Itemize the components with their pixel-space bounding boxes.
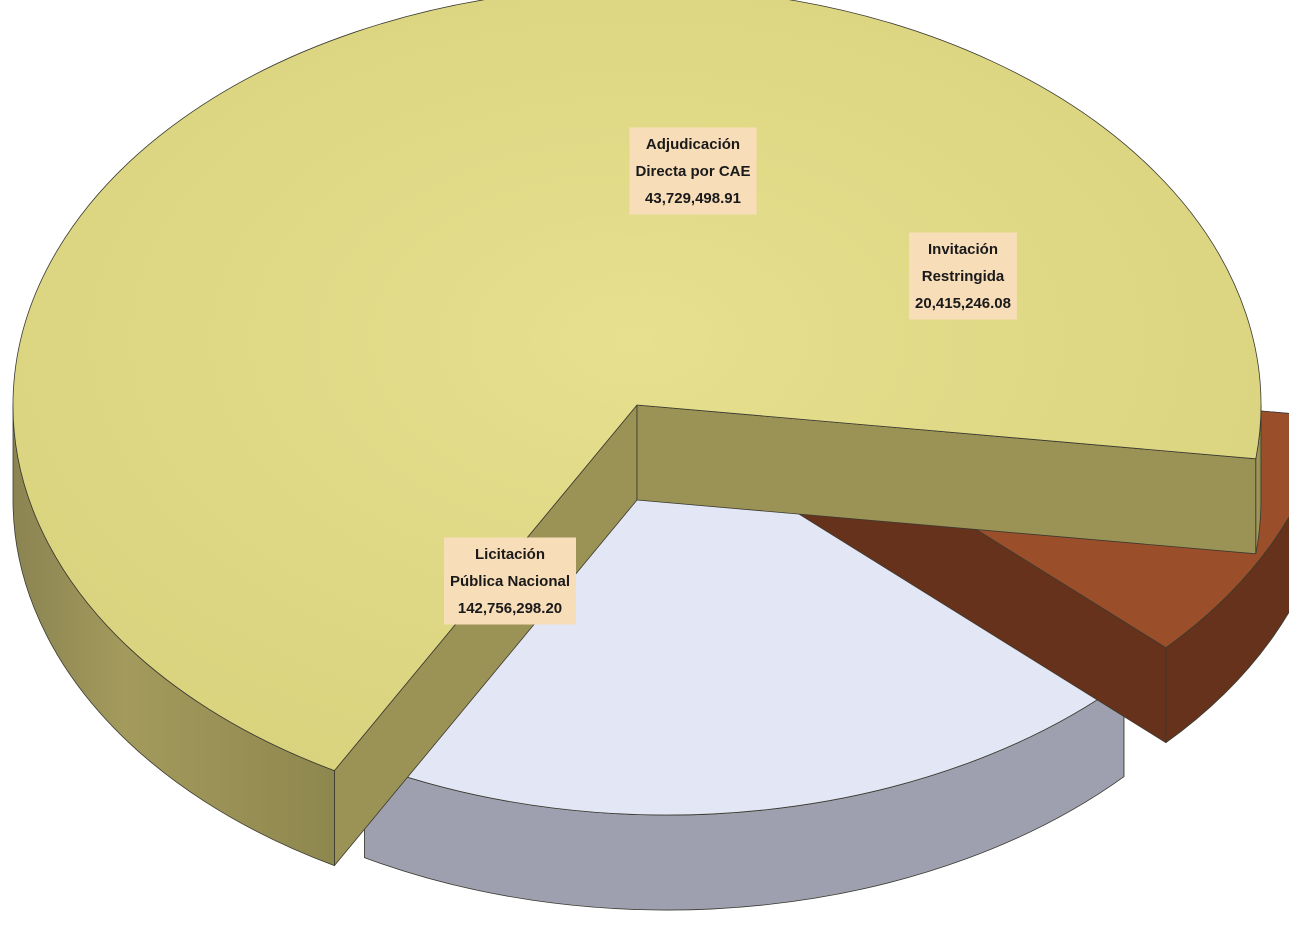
pie-slice-2-side	[1165, 516, 1289, 744]
data-label-2-value: 20,415,246.08	[915, 295, 1011, 312]
pie-slice-0-top	[12, 0, 1262, 771]
data-label-2-background	[909, 232, 1017, 320]
data-label-1-value: 43,729,498.91	[645, 190, 741, 207]
data-label-1-background	[629, 127, 757, 215]
data-label-0-background	[444, 537, 576, 625]
data-label-2-category: Restringida	[922, 268, 1005, 285]
pie-slice-1-top	[364, 396, 1125, 816]
data-label-0-value: 142,756,298.20	[458, 600, 562, 617]
data-label-2-category: Invitación	[928, 241, 998, 258]
pie-slice-0	[12, 0, 1262, 866]
data-label-1-category: Directa por CAE	[635, 163, 750, 180]
data-label-0-category: Pública Nacional	[450, 573, 570, 590]
data-label-0: Licitación Pública Nacional 142,756,298.20	[444, 537, 576, 625]
data-label-1: Adjudicación Directa por CAE 43,729,498.91	[629, 127, 757, 215]
data-label-1-category: Adjudicación	[646, 136, 740, 153]
data-label-2: Invitación Restringida 20,415,246.08	[909, 232, 1017, 320]
data-label-0-category: Licitación	[475, 546, 545, 563]
